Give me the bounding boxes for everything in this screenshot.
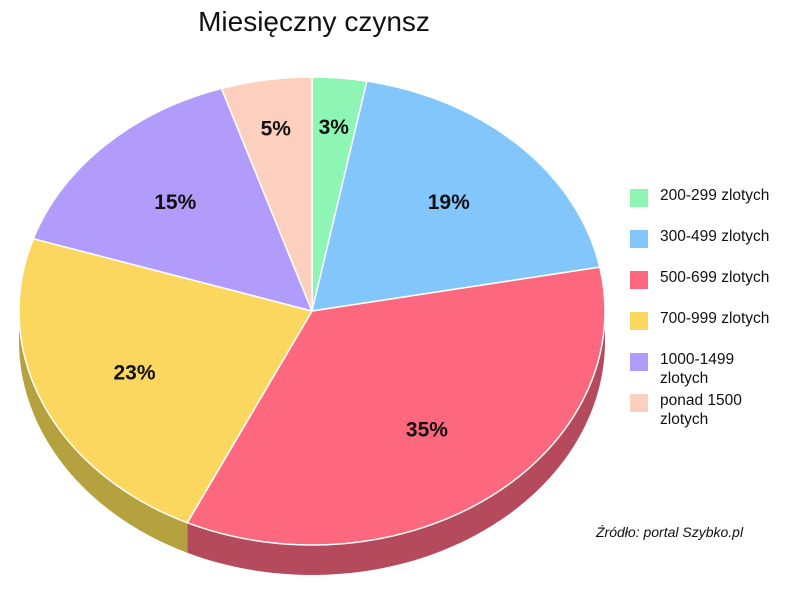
legend-swatch	[630, 271, 648, 289]
pie-label-5: 5%	[261, 117, 292, 140]
legend-label: ponad 1500 zlotych	[660, 392, 742, 428]
legend-item: 200-299 zlotych	[630, 186, 780, 227]
pie-label-2: 35%	[406, 418, 448, 441]
pie-side-2	[187, 311, 605, 575]
legend-swatch	[630, 353, 648, 371]
legend-item: 1000-1499 zlotych	[630, 350, 780, 391]
pie-slice-1	[311, 80, 601, 312]
pie-label-1: 19%	[428, 191, 470, 214]
legend-item: ponad 1500 zlotych	[630, 391, 780, 432]
pie-slice-2	[186, 266, 606, 546]
chart-legend: 200-299 zlotych 300-499 zlotych 500-699 …	[630, 186, 780, 432]
pie-label-0: 3%	[319, 116, 350, 139]
pie-side-3	[19, 311, 188, 553]
legend-label: 200-299 zlotych	[660, 187, 770, 204]
chart-title: Miesięczny czynsz	[198, 6, 430, 37]
pie-slice-5	[220, 76, 313, 312]
legend-label: 500-699 zlotych	[660, 269, 770, 286]
legend-swatch	[630, 189, 648, 207]
pie-slice-3	[18, 237, 313, 524]
pie-slices	[18, 76, 606, 546]
pie-labels: 3% 19% 35% 23% 15% 5%	[114, 116, 471, 441]
pie-label-4: 15%	[154, 191, 196, 214]
legend-item: 500-699 zlotych	[630, 268, 780, 309]
legend-item: 700-999 zlotych	[630, 309, 780, 350]
legend-swatch	[630, 312, 648, 330]
pie-slice-4	[32, 87, 313, 312]
pie-sides	[19, 311, 605, 575]
legend-label: 300-499 zlotych	[660, 228, 770, 245]
legend-swatch	[630, 394, 648, 412]
legend-label: 700-999 zlotych	[660, 310, 770, 327]
legend-item: 300-499 zlotych	[630, 227, 780, 268]
legend-swatch	[630, 230, 648, 248]
pie-label-3: 23%	[114, 361, 156, 384]
legend-label: 1000-1499 zlotych	[660, 351, 735, 387]
chart-source: Źródło: portal Szybko.pl	[596, 524, 744, 540]
